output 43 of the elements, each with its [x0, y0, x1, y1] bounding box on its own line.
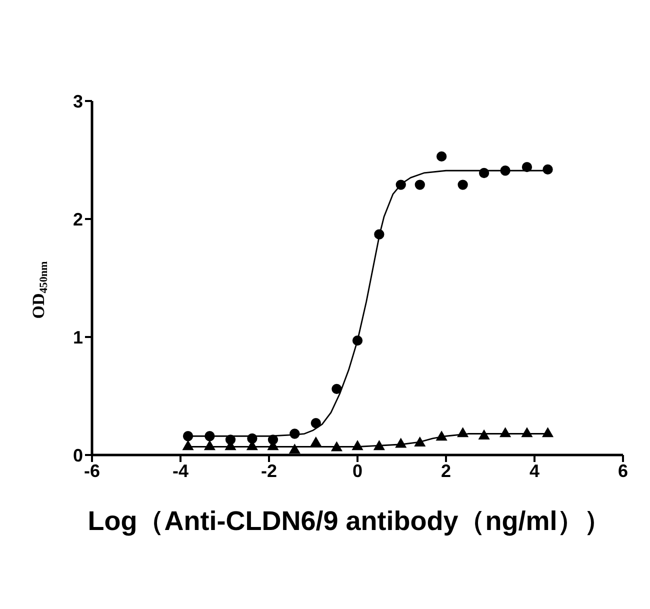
- x-tick-label: 4: [529, 460, 540, 481]
- y-tick-label: 1: [72, 327, 83, 348]
- point: [374, 440, 385, 450]
- x-axis-title: Log（Anti-CLDN6/9 antibody（ng/ml））: [88, 506, 612, 536]
- point: [289, 444, 300, 454]
- x-tick-label: 0: [352, 460, 363, 481]
- point: [414, 437, 426, 447]
- point: [204, 440, 216, 450]
- point: [352, 440, 363, 450]
- point: [478, 430, 490, 440]
- x-tick-label: -6: [84, 460, 100, 481]
- point: [204, 431, 215, 442]
- point: [436, 151, 447, 162]
- x-tick-label: 6: [618, 460, 628, 481]
- point: [332, 384, 342, 394]
- point: [182, 440, 194, 450]
- point: [396, 180, 406, 190]
- point: [500, 166, 510, 176]
- x-tick-label: 2: [440, 460, 452, 481]
- y-tick-label: 3: [72, 91, 83, 112]
- point: [182, 431, 194, 442]
- point: [478, 168, 490, 178]
- point: [522, 162, 532, 172]
- point: [542, 428, 554, 438]
- point: [395, 438, 406, 448]
- point: [374, 229, 384, 240]
- x-tick-label: -4: [172, 460, 189, 481]
- point: [310, 437, 322, 447]
- point: [542, 164, 553, 175]
- x-tick-label: -2: [260, 460, 278, 481]
- point: [331, 442, 342, 452]
- point: [247, 433, 258, 444]
- point: [522, 428, 532, 438]
- point: [457, 428, 468, 438]
- y-tick-label: 2: [72, 209, 83, 230]
- y-tick-label: 0: [72, 445, 83, 466]
- point: [310, 418, 321, 428]
- point: [500, 428, 511, 438]
- point: [414, 180, 425, 190]
- point: [290, 428, 300, 439]
- point: [352, 335, 363, 346]
- point: [458, 180, 468, 190]
- point: [436, 431, 447, 441]
